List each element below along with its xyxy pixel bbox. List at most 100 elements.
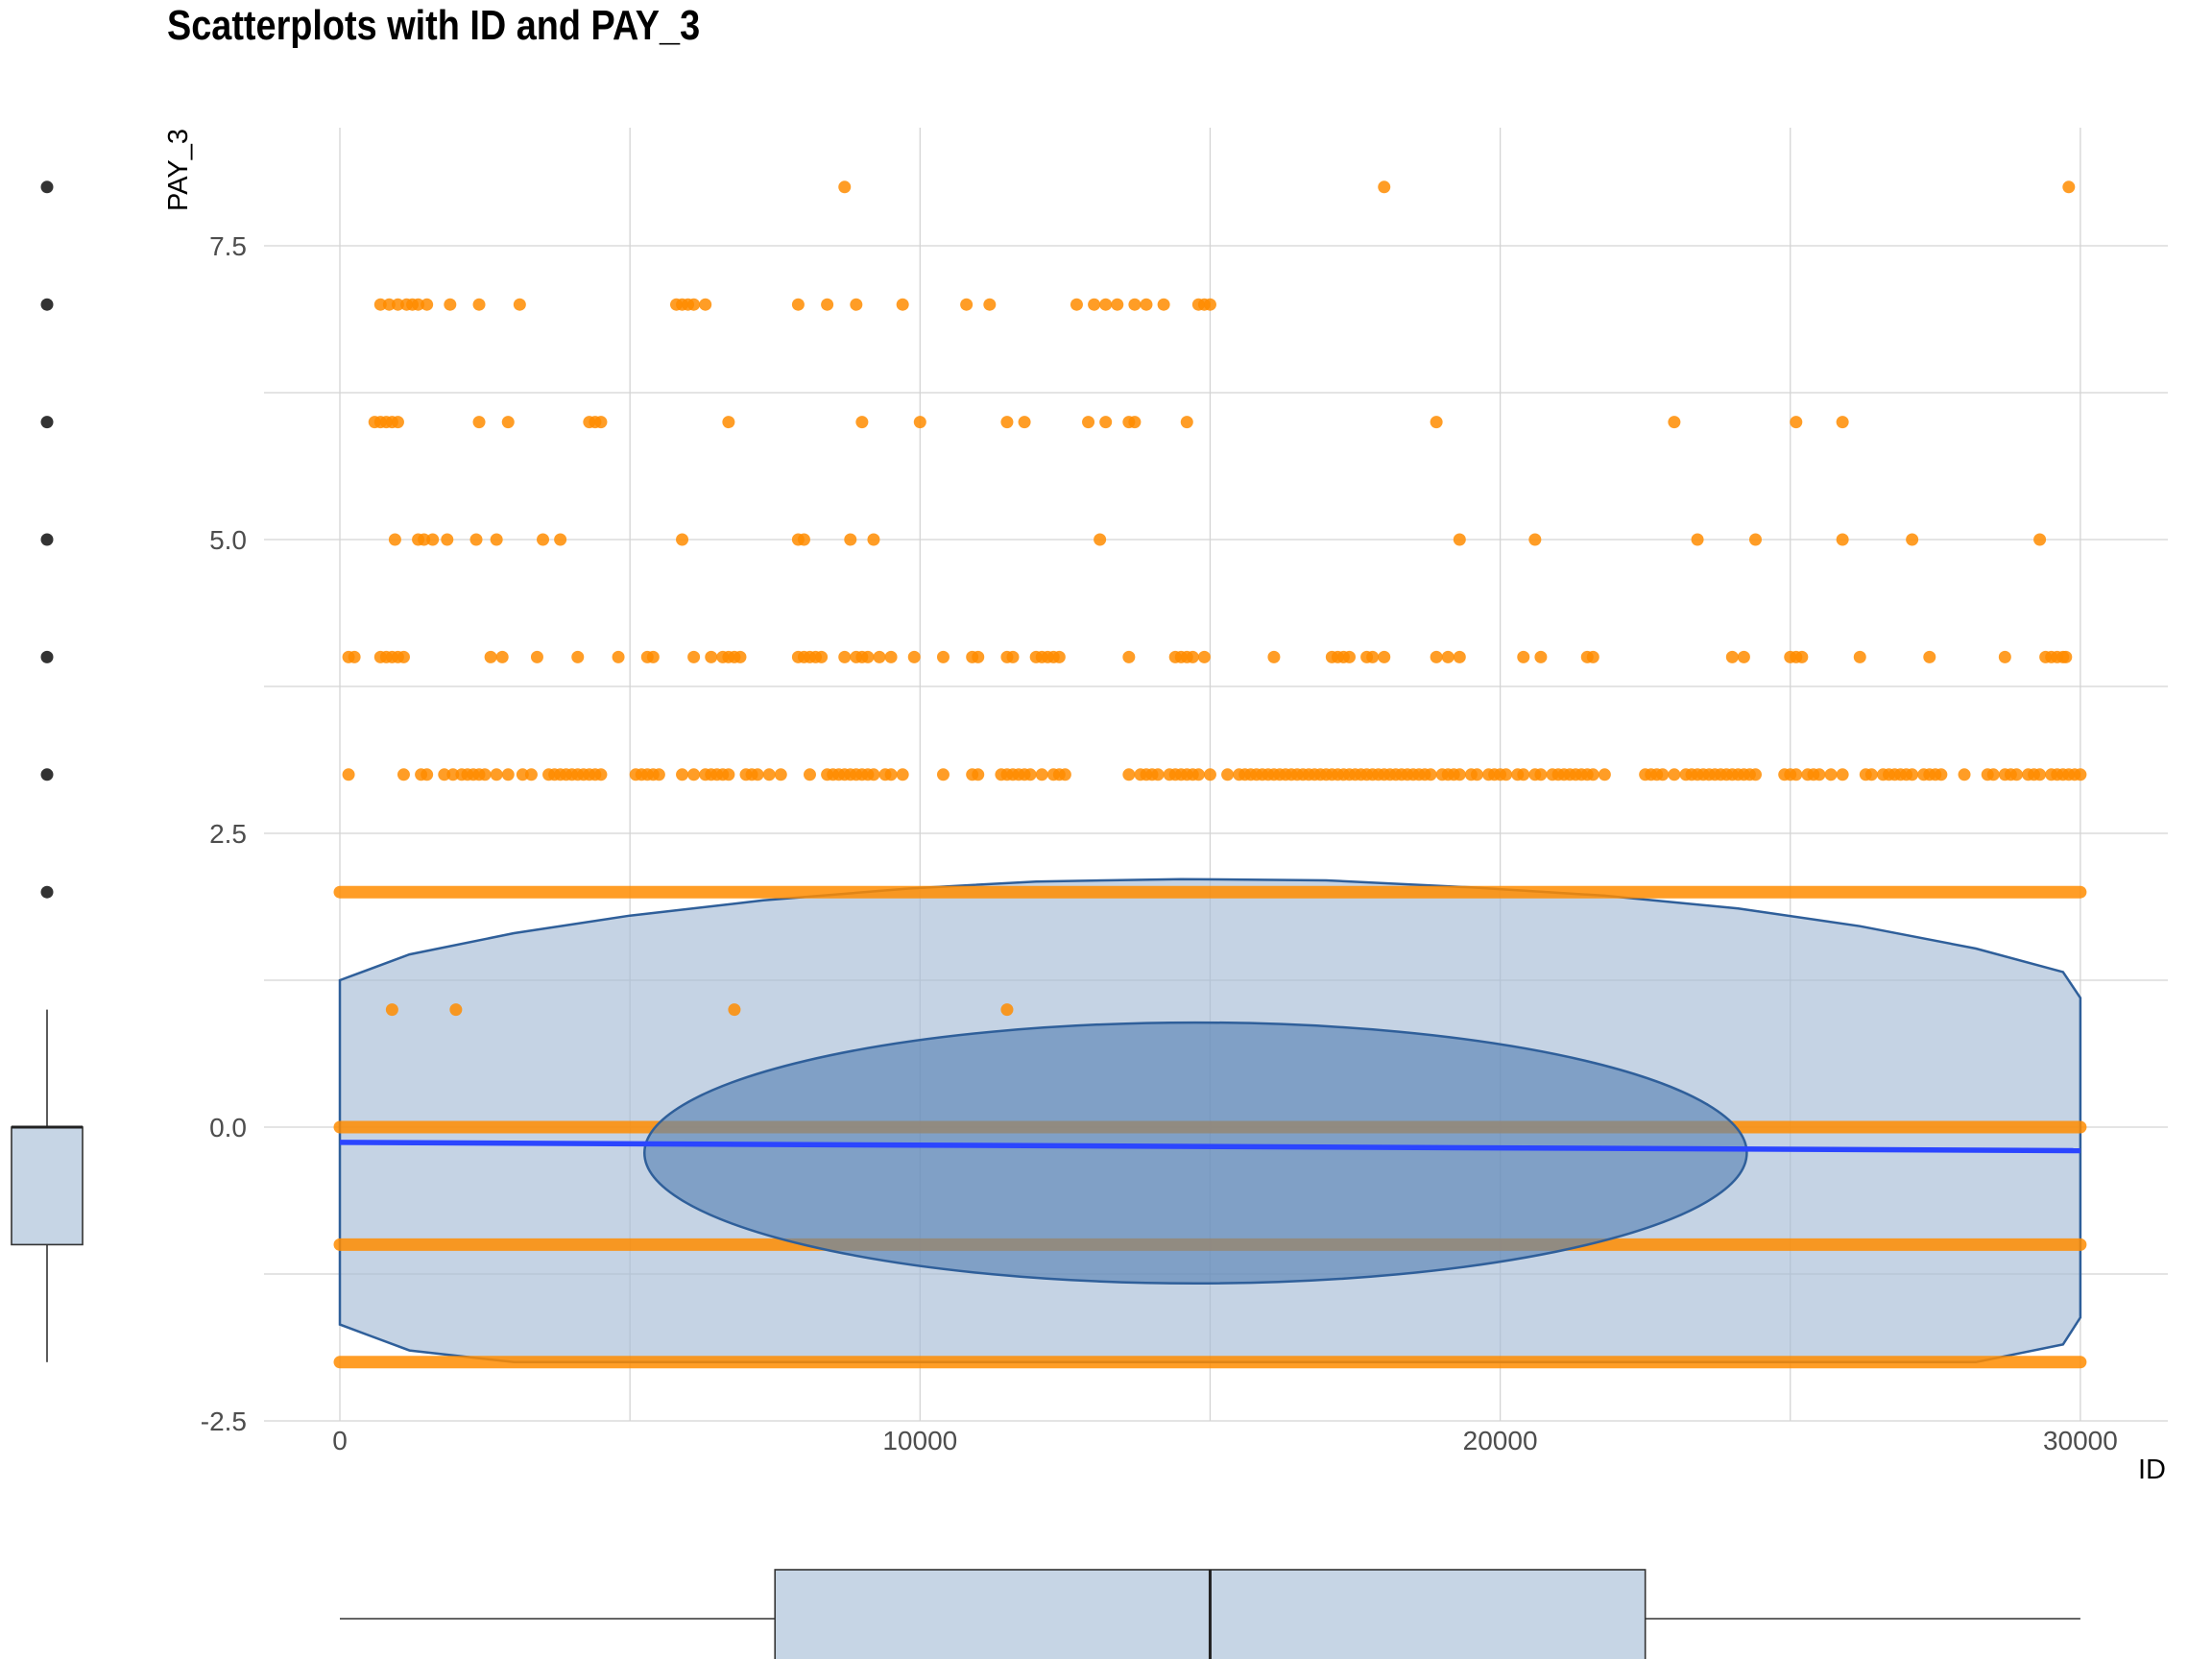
data-point (1378, 180, 1391, 194)
data-point (855, 416, 869, 429)
data-point (1935, 768, 1948, 781)
data-point (1453, 768, 1466, 781)
y-tick-label: 2.5 (209, 819, 247, 849)
y-box-outlier (40, 180, 54, 194)
data-point (960, 298, 974, 311)
data-point (676, 533, 689, 546)
data-point (421, 768, 434, 781)
regression-line (339, 1140, 2080, 1154)
data-point (1088, 298, 1101, 311)
data-point (983, 298, 997, 311)
data-point (412, 298, 425, 311)
data-point (444, 298, 457, 311)
data-point (495, 650, 509, 663)
data-point (850, 298, 863, 311)
data-point (762, 768, 776, 781)
data-point (1470, 768, 1483, 781)
data-point (1203, 298, 1216, 311)
data-point (1441, 650, 1455, 663)
data-point (1058, 768, 1071, 781)
data-point (1534, 768, 1548, 781)
data-point (1430, 650, 1443, 663)
data-point (1795, 650, 1809, 663)
data-point (1094, 533, 1107, 546)
data-point (1267, 650, 1281, 663)
data-point (1668, 416, 1681, 429)
data-point (501, 416, 515, 429)
y-tick-label: 0.0 (209, 1113, 247, 1142)
data-point (705, 650, 718, 663)
data-point (797, 533, 810, 546)
data-point (426, 533, 440, 546)
data-point (421, 298, 434, 311)
data-point (1836, 768, 1849, 781)
data-point (844, 533, 857, 546)
y-box-outlier (40, 416, 54, 429)
data-point (1186, 650, 1199, 663)
data-point (446, 768, 460, 781)
data-point (441, 533, 454, 546)
data-point (722, 416, 735, 429)
data-point (490, 768, 503, 781)
data-point (385, 1003, 398, 1017)
data-point (838, 650, 852, 663)
data-point (1836, 533, 1849, 546)
data-point (1923, 650, 1936, 663)
y-box-outlier (40, 533, 54, 546)
data-point (537, 533, 550, 546)
data-point (1099, 298, 1113, 311)
data-point (2074, 768, 2087, 781)
data-point (867, 768, 880, 781)
data-point (646, 650, 660, 663)
data-point (896, 298, 909, 311)
data-point (1906, 533, 1919, 546)
data-point (1366, 650, 1380, 663)
data-point (936, 650, 950, 663)
data-point (1517, 768, 1530, 781)
data-point (391, 416, 404, 429)
y-axis-ticks: -2.5 0.0 2.5 5.0 7.5 (201, 231, 247, 1436)
data-point (524, 768, 538, 781)
data-point (2009, 768, 2023, 781)
data-point (1342, 650, 1356, 663)
data-point (1000, 1003, 1014, 1017)
data-point (722, 768, 735, 781)
data-point (972, 768, 985, 781)
x-marginal-boxplot (340, 1569, 2080, 1659)
data-point (438, 768, 451, 781)
data-point (1986, 768, 2000, 781)
data-point (1082, 416, 1095, 429)
data-point (1668, 768, 1681, 781)
x-tick-label: 0 (332, 1426, 348, 1455)
data-point (1006, 650, 1020, 663)
data-point (1737, 650, 1750, 663)
data-point (936, 768, 950, 781)
data-point (815, 650, 829, 663)
data-point (1528, 533, 1542, 546)
data-point (594, 416, 608, 429)
x-tick-label: 20000 (1463, 1426, 1538, 1455)
data-point (1070, 298, 1083, 311)
data-point (2062, 180, 2076, 194)
data-point (1378, 650, 1391, 663)
data-point (972, 650, 985, 663)
y-box-outlier (40, 298, 54, 311)
data-point (469, 533, 483, 546)
data-point (1534, 650, 1548, 663)
data-point (2059, 650, 2073, 663)
data-point (699, 298, 712, 311)
data-point (1424, 768, 1437, 781)
data-point (687, 768, 701, 781)
data-point (513, 298, 526, 311)
data-point (1517, 650, 1530, 663)
data-point (2033, 533, 2047, 546)
data-point (884, 650, 898, 663)
data-point (1128, 416, 1142, 429)
y-box-outlier (40, 885, 54, 899)
data-point (388, 533, 401, 546)
data-point (1453, 533, 1466, 546)
data-point (791, 298, 805, 311)
data-point (418, 533, 431, 546)
data-point (1157, 298, 1170, 311)
